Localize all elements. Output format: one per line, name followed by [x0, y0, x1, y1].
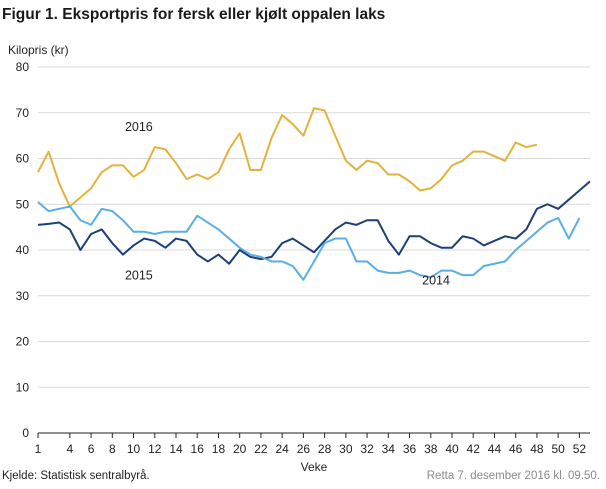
series-label-2015: 2015 — [125, 269, 153, 283]
series-line-2014 — [37, 201, 581, 281]
x-tick-label: 24 — [275, 442, 289, 456]
x-tick-label: 30 — [339, 442, 353, 456]
x-tick-label: 22 — [254, 442, 268, 456]
x-tick-label: 32 — [360, 442, 374, 456]
y-tick-label: 70 — [16, 106, 30, 120]
x-tick-label: 40 — [445, 442, 459, 456]
x-tick-label: 12 — [148, 442, 162, 456]
x-tick-label: 10 — [127, 442, 141, 456]
y-tick-label: 40 — [16, 243, 30, 257]
x-tick-label: 44 — [488, 442, 502, 456]
revision-note: Retta 7. desember 2016 kl. 09.50. — [426, 470, 600, 482]
series-label-2016: 2016 — [125, 120, 153, 134]
figure-title: Figur 1. Eksportpris for fersk eller kjø… — [2, 6, 386, 23]
grid-lines — [38, 66, 590, 388]
x-tick-label: 8 — [109, 442, 116, 456]
y-tick-label: 0 — [22, 426, 29, 440]
series-lines — [37, 107, 591, 281]
series-line-2015 — [37, 180, 591, 265]
y-tick-label: 60 — [16, 152, 30, 166]
x-tick-label: 48 — [530, 442, 544, 456]
y-tick-label: 10 — [16, 380, 30, 394]
x-tick-label: 1 — [35, 442, 42, 456]
x-tick-label: 46 — [509, 442, 523, 456]
x-tick-label: 4 — [67, 442, 74, 456]
x-tick-label: 38 — [424, 442, 438, 456]
x-tick-label: 42 — [467, 442, 481, 456]
x-tick-label: 18 — [212, 442, 226, 456]
y-tick-label: 50 — [16, 197, 30, 211]
x-tick-label: 16 — [191, 442, 205, 456]
y-tick-label: 80 — [16, 60, 30, 74]
source-note: Kjelde: Statistisk sentralbyrå. — [2, 470, 150, 482]
y-tick-label: 20 — [16, 335, 30, 349]
x-tick-label: 52 — [573, 442, 587, 456]
x-axis-label: Veke — [301, 460, 328, 474]
x-tick-label: 28 — [318, 442, 332, 456]
series-label-2014: 2014 — [422, 273, 450, 287]
x-tick-label: 14 — [169, 442, 183, 456]
y-axis-label: Kilopris (kr) — [8, 43, 69, 57]
x-tick-label: 6 — [88, 442, 95, 456]
series-line-2016 — [37, 107, 538, 208]
series-labels: 2016 2015 2014 — [125, 120, 450, 287]
x-tick-label: 26 — [297, 442, 311, 456]
x-tick-label: 34 — [382, 442, 396, 456]
x-tick-label: 50 — [551, 442, 565, 456]
x-tick-label: 36 — [403, 442, 417, 456]
x-tick-label: 20 — [233, 442, 247, 456]
y-tick-label: 30 — [16, 289, 30, 303]
